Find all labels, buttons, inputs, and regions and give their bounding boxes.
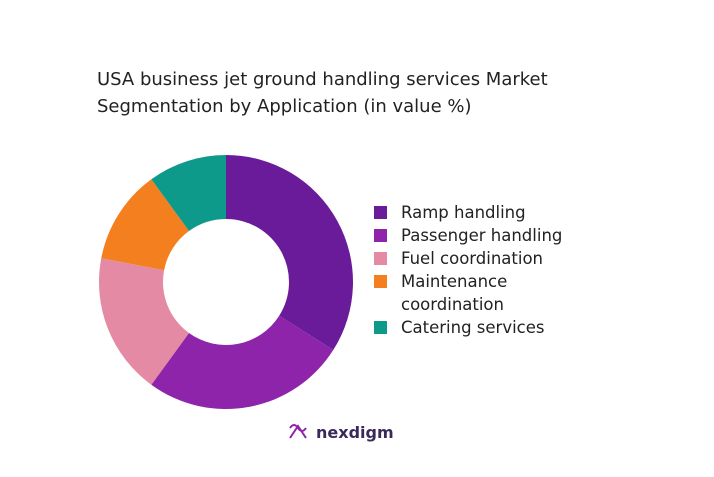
donut-slice xyxy=(151,155,226,232)
legend-swatch xyxy=(374,321,387,334)
logo-text: nexdigm xyxy=(316,423,394,442)
legend-swatch xyxy=(374,206,387,219)
logo-icon xyxy=(289,424,307,439)
legend-swatch xyxy=(374,275,387,288)
donut-slice xyxy=(101,179,189,271)
legend-label: Ramp handling xyxy=(401,203,526,222)
legend-swatch xyxy=(374,229,387,242)
legend-item: Catering services xyxy=(374,316,564,339)
legend-label: Catering services xyxy=(401,318,545,337)
legend: Ramp handling Passenger handling Fuel coor… xyxy=(374,201,564,339)
legend-label: Maintenance coordination xyxy=(401,272,508,314)
legend-label: Fuel coordination xyxy=(401,249,544,268)
legend-item: Maintenance coordination xyxy=(374,270,564,316)
legend-swatch xyxy=(374,252,387,265)
legend-item: Fuel coordination xyxy=(374,247,564,270)
donut-slice xyxy=(226,155,353,351)
legend-item: Ramp handling xyxy=(374,201,564,224)
donut-slice xyxy=(99,258,189,385)
legend-label: Passenger handling xyxy=(401,226,563,245)
donut-slice xyxy=(151,315,334,409)
legend-item: Passenger handling xyxy=(374,224,564,247)
chart-title: USA business jet ground handling service… xyxy=(97,69,548,117)
